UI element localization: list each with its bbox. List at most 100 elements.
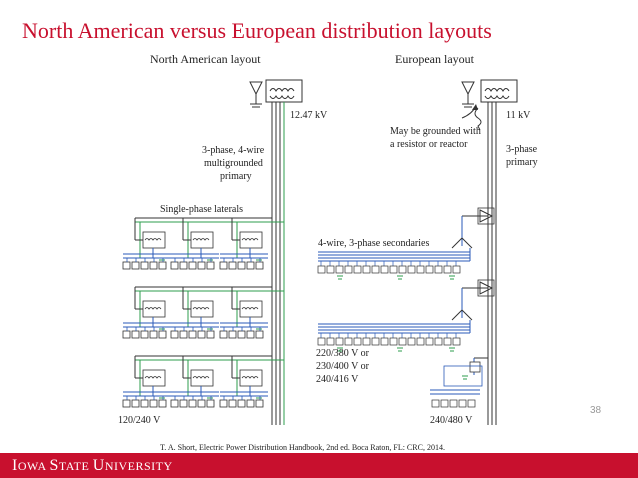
single-phase-transformer — [219, 218, 268, 270]
customer-service-box — [416, 337, 425, 346]
customer-service-box — [131, 399, 140, 408]
customer-service-box — [219, 261, 228, 270]
transformer-box — [190, 300, 214, 318]
customer-service-box — [380, 337, 389, 346]
customer-service-box — [237, 261, 246, 270]
customer-service-box — [149, 399, 158, 408]
customer-service-box — [255, 261, 264, 270]
customer-service-box — [407, 337, 416, 346]
customer-service-box — [122, 261, 131, 270]
transformer-box — [190, 231, 214, 249]
footer-bar: IOWA STATE UNIVERSITY — [0, 453, 638, 478]
wye-leg — [461, 237, 473, 249]
customer-service-box — [440, 399, 449, 408]
customer-service-box — [179, 330, 188, 339]
customer-service-box — [219, 399, 228, 408]
customer-service-box — [179, 399, 188, 408]
transformer-coil — [241, 376, 259, 379]
arrester-icon — [479, 281, 494, 295]
arrester-icon — [479, 209, 494, 223]
customer-service-box — [158, 330, 167, 339]
customer-service-box — [255, 330, 264, 339]
customer-service-box — [149, 330, 158, 339]
customer-service-box — [452, 265, 461, 274]
arrester-box — [477, 207, 495, 225]
customer-service-box — [362, 337, 371, 346]
customer-service-box — [326, 265, 335, 274]
customer-service-box — [431, 399, 440, 408]
na-primary-feeder — [271, 102, 285, 425]
na-primary-label-2: multigrounded — [204, 158, 263, 169]
transformer-box — [142, 231, 166, 249]
transformer-coil — [241, 307, 259, 310]
service-frame — [443, 365, 483, 387]
transformer-box — [239, 231, 263, 249]
single-phase-transformer — [170, 356, 219, 408]
customer-service-box — [335, 265, 344, 274]
transformer-box — [142, 300, 166, 318]
arrester-box — [477, 279, 495, 297]
eu-secondary-row — [317, 207, 495, 280]
customer-service-box — [425, 337, 434, 346]
customer-service-box — [389, 265, 398, 274]
customer-service-box — [416, 265, 425, 274]
customer-service-box — [425, 265, 434, 274]
eu-secondary-rows — [317, 207, 495, 408]
customer-service-box — [344, 337, 353, 346]
customer-service-box — [228, 399, 237, 408]
na-primary-label-3: primary — [220, 171, 252, 182]
customer-service-box — [317, 265, 326, 274]
customer-service-box — [326, 337, 335, 346]
customer-service-box — [158, 261, 167, 270]
north-american-heading: North American layout — [150, 52, 261, 66]
customer-service-box — [237, 399, 246, 408]
customer-service-box — [335, 337, 344, 346]
na-secondary-voltage: 120/240 V — [118, 415, 161, 426]
customer-service-box — [131, 261, 140, 270]
customer-service-box — [452, 337, 461, 346]
transformer-box — [239, 369, 263, 387]
transformer-coil — [192, 307, 210, 310]
transformer-box — [469, 361, 481, 373]
eu-secondary-voltage-240-480: 240/480 V — [430, 415, 473, 426]
customer-service-box — [443, 265, 452, 274]
na-laterals-label: Single-phase laterals — [160, 204, 243, 215]
customer-service-box — [131, 330, 140, 339]
customer-service-box — [371, 337, 380, 346]
customer-service-box — [140, 261, 149, 270]
wye-leg — [461, 309, 473, 321]
customer-service-box — [434, 337, 443, 346]
transformer-box — [142, 369, 166, 387]
customer-service-box — [170, 399, 179, 408]
customer-service-box — [188, 261, 197, 270]
single-phase-transformer — [170, 218, 219, 270]
customer-service-box — [246, 261, 255, 270]
customer-service-box — [353, 337, 362, 346]
citation: T. A. Short, Electric Power Distribution… — [160, 443, 445, 452]
customer-service-box — [206, 330, 215, 339]
customer-service-box — [188, 330, 197, 339]
customer-service-box — [353, 265, 362, 274]
eu-secondary-voltage-1: 220/380 V or — [316, 348, 370, 359]
eu-voltage-label: 11 kV — [506, 110, 531, 121]
single-phase-transformer — [219, 356, 268, 408]
customer-service-box — [122, 330, 131, 339]
customer-service-box — [170, 261, 179, 270]
eu-secondary-voltage-2: 230/400 V or — [316, 361, 370, 372]
customer-service-box — [158, 399, 167, 408]
page-number: 38 — [590, 405, 602, 416]
university-logo: IOWA STATE UNIVERSITY — [12, 457, 173, 474]
customer-service-box — [407, 265, 416, 274]
eu-primary-feeder — [487, 102, 497, 425]
customer-service-box — [443, 337, 452, 346]
customer-service-box — [380, 265, 389, 274]
customer-service-box — [246, 330, 255, 339]
european-heading: European layout — [395, 52, 475, 66]
customer-service-box — [197, 330, 206, 339]
eu-primary-label-1: 3-phase — [506, 144, 538, 155]
customer-service-box — [344, 265, 353, 274]
customer-service-box — [122, 399, 131, 408]
na-lateral-row — [122, 286, 284, 339]
na-lateral-row — [122, 355, 284, 408]
slide-title: North American versus European distribut… — [22, 18, 492, 43]
